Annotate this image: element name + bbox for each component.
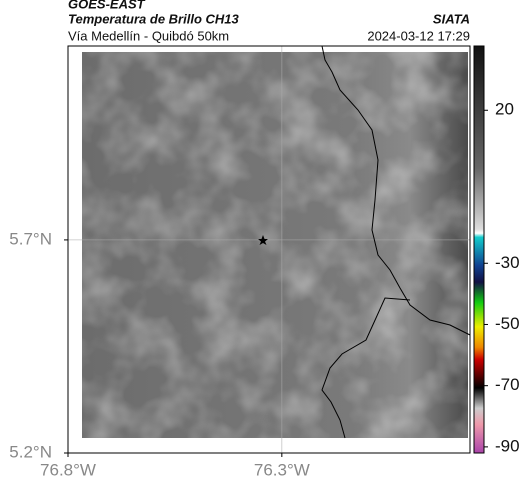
border-line xyxy=(321,297,411,439)
x-tick-label: 76.3°W xyxy=(254,460,310,479)
colorbar-tick-label: -70 xyxy=(495,375,520,394)
y-tick-label: 5.2°N xyxy=(9,442,52,461)
map-frame xyxy=(67,45,471,454)
location-marker xyxy=(258,235,268,245)
y-tick-label: 5.7°N xyxy=(9,229,52,248)
datetime-label: 2024-03-12 17:29 xyxy=(367,28,470,43)
colorbar-tick-label: -30 xyxy=(495,253,520,272)
cloud-texture xyxy=(82,52,468,438)
map-area xyxy=(67,45,471,454)
colorbar-tick-label: 20 xyxy=(495,100,514,119)
satellite-name: GOES-EAST xyxy=(68,0,146,11)
colorbar-tick-label: -90 xyxy=(495,436,520,455)
colorbar-tick-label: -50 xyxy=(495,314,520,333)
product-title: Temperatura de Brillo CH13 xyxy=(68,11,240,26)
colorbar-ticks: 20 -30 -50 -70 -90 xyxy=(484,100,520,455)
border-line xyxy=(321,45,471,336)
x-tick-label: 76.8°W xyxy=(40,460,96,479)
source-label: SIATA xyxy=(433,11,470,26)
colorbar xyxy=(473,45,485,454)
region-label: Vía Medellín - Quibdó 50km xyxy=(68,28,229,43)
